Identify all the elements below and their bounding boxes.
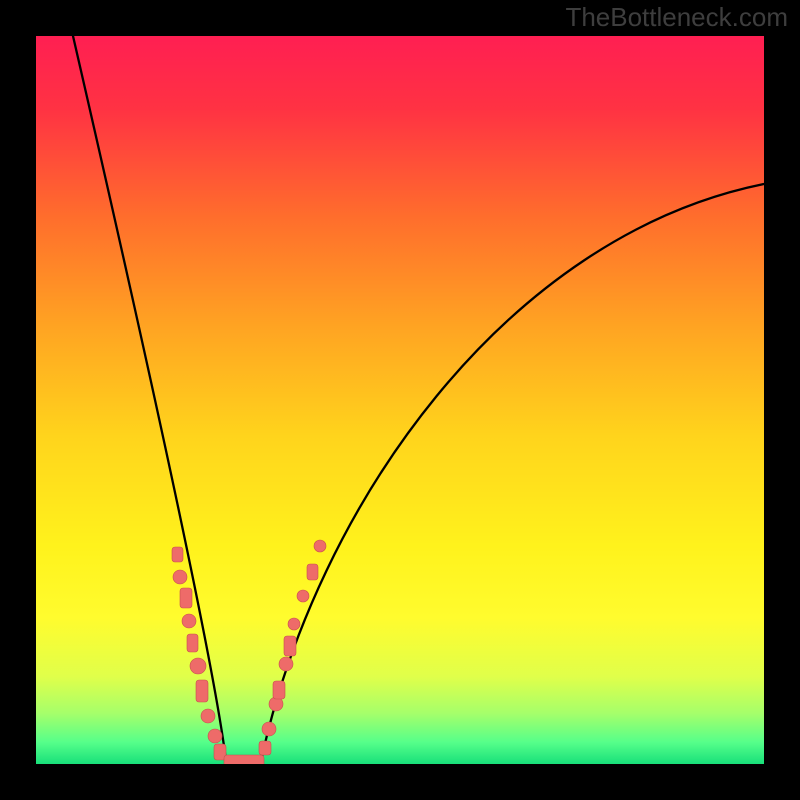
chart-frame [0,0,800,800]
chart-container: TheBottleneck.com [0,0,800,800]
watermark-text: TheBottleneck.com [565,2,788,33]
